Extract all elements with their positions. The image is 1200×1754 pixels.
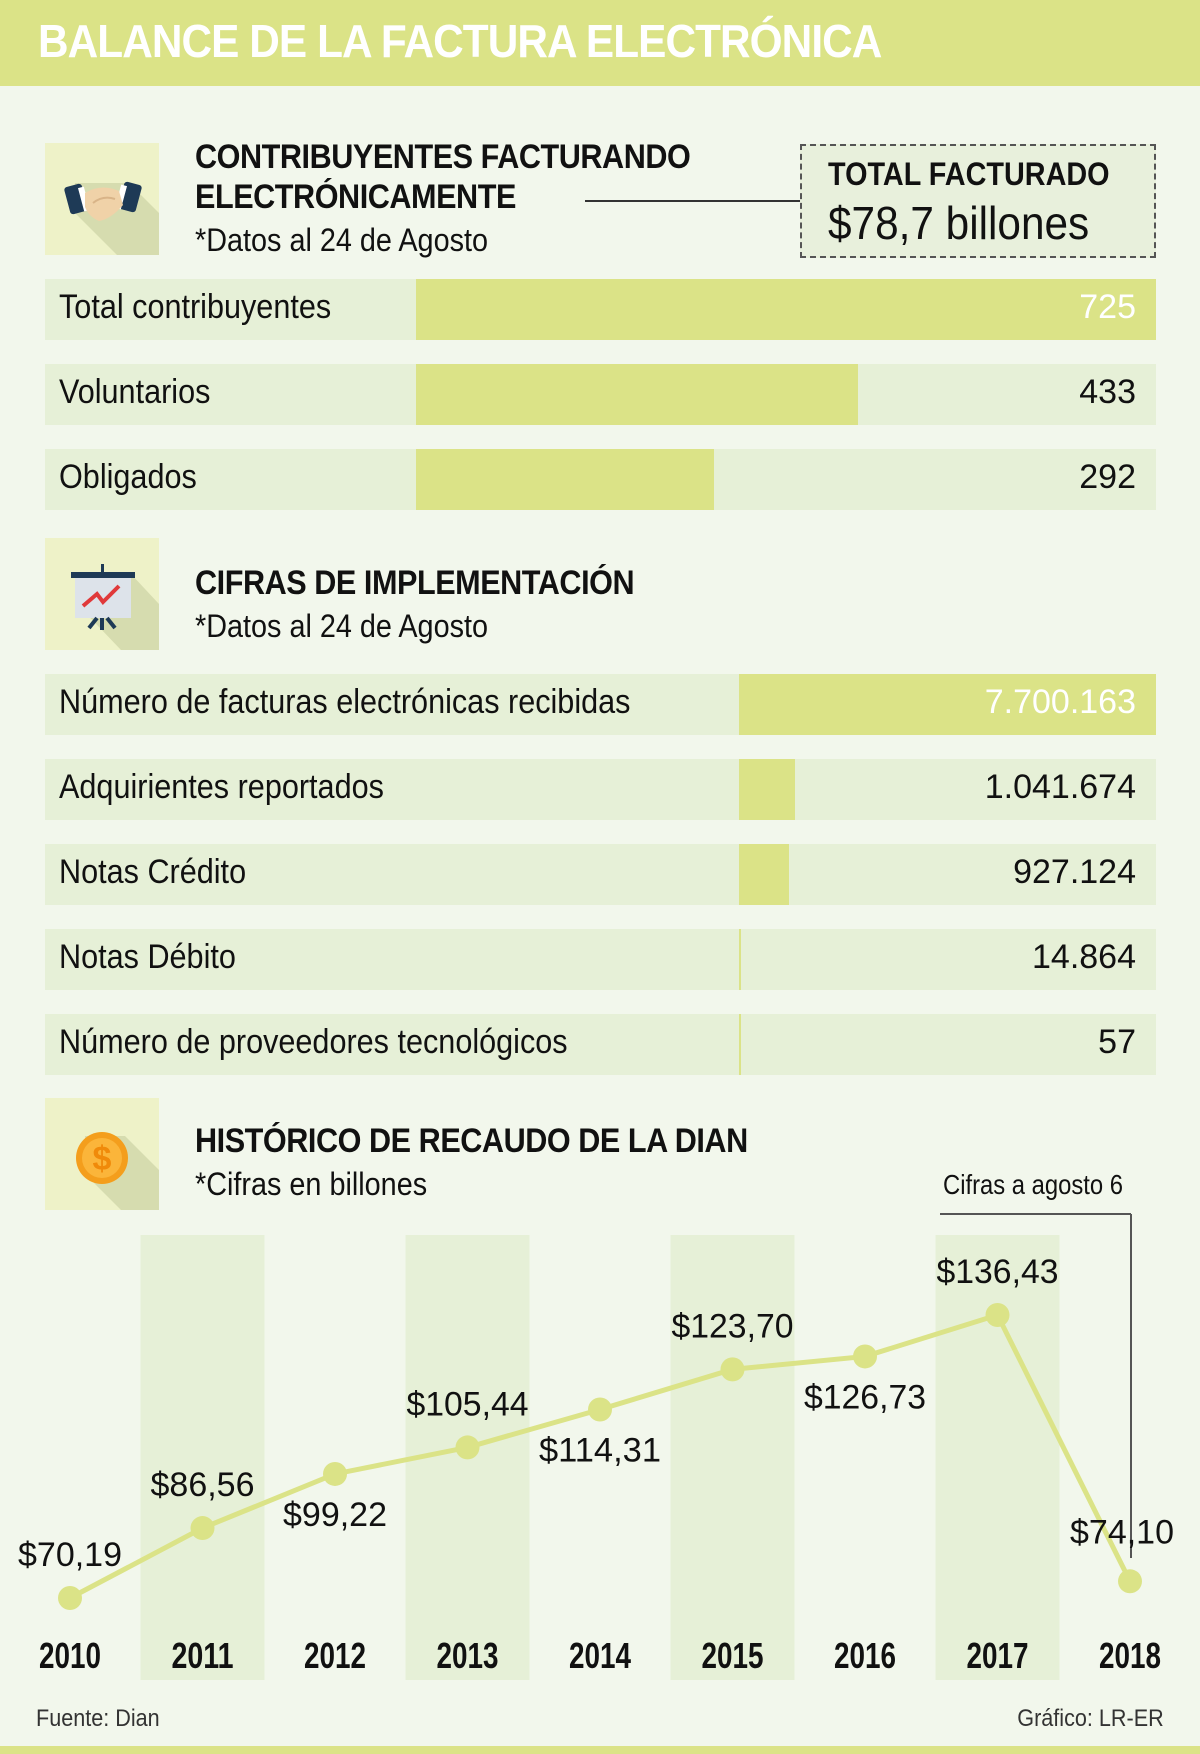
presentation-chart-icon — [45, 538, 159, 650]
implementacion-bar — [739, 1014, 741, 1075]
implementacion-bar — [739, 759, 796, 820]
footer-bar — [0, 1746, 1200, 1754]
implementacion-value: 927.124 — [1013, 853, 1136, 891]
data-label-2014: $114,31 — [539, 1432, 661, 1470]
x-tick-2010: 2010 — [39, 1635, 101, 1676]
implementacion-value: 57 — [1098, 1023, 1136, 1061]
x-tick-2011: 2011 — [172, 1635, 234, 1676]
data-label-2016: $126,73 — [804, 1378, 926, 1416]
implementacion-label: Número de facturas electrónicas recibida… — [59, 683, 631, 721]
dollar-coin-icon: $ — [45, 1098, 159, 1210]
contribuyentes-bar — [416, 364, 858, 425]
data-label-2015: $123,70 — [672, 1307, 794, 1345]
implementacion-bar — [739, 929, 741, 990]
recaudo-line-chart: Cifras a agosto 6 $70,19 2010 $86,56 2011 $99… — [18, 1169, 1174, 1680]
contribuyentes-bar — [416, 449, 715, 510]
implementacion-label: Adquirientes reportados — [59, 768, 384, 806]
annotation-text: Cifras a agosto 6 — [943, 1169, 1123, 1200]
implementacion-row: Notas Crédito 927.124 — [45, 844, 1156, 905]
x-tick-2013: 2013 — [437, 1635, 499, 1676]
x-tick-2018: 2018 — [1099, 1635, 1161, 1676]
contribuyentes-value: 433 — [1079, 373, 1136, 411]
contribuyentes-label: Voluntarios — [59, 373, 211, 411]
contribuyentes-row: Voluntarios 433 — [45, 364, 1156, 425]
total-facturado-value: $78,7 billones — [828, 197, 1090, 249]
implementacion-row: Número de proveedores tecnológicos 57 — [45, 1014, 1156, 1075]
data-label-2017: $136,43 — [937, 1253, 1059, 1291]
implementacion-row: Notas Débito 14.864 — [45, 929, 1156, 990]
implementacion-value: 14.864 — [1032, 938, 1136, 976]
source-text: Fuente: Dian — [36, 1705, 160, 1732]
implementacion-label: Notas Débito — [59, 938, 236, 976]
implementacion-row: Número de facturas electrónicas recibida… — [45, 674, 1156, 735]
contribuyentes-label: Obligados — [59, 458, 197, 496]
data-point-2011 — [190, 1516, 215, 1541]
data-point-2018 — [1118, 1569, 1142, 1594]
credit-text: Gráfico: LR-ER — [1017, 1705, 1164, 1732]
svg-text:$: $ — [93, 1140, 112, 1178]
data-label-2013: $105,44 — [407, 1385, 529, 1423]
data-label-2011: $86,56 — [151, 1466, 255, 1504]
x-tick-2012: 2012 — [304, 1635, 366, 1676]
section3-subtitle: *Cifras en billones — [195, 1166, 428, 1202]
implementacion-label: Notas Crédito — [59, 853, 247, 891]
section2-title: CIFRAS DE IMPLEMENTACIÓN — [195, 564, 635, 602]
contribuyentes-value: 725 — [1079, 288, 1136, 326]
x-tick-2014: 2014 — [569, 1635, 631, 1676]
year-band — [935, 1235, 1060, 1680]
contribuyentes-row: Obligados 292 — [45, 449, 1156, 510]
section2-subtitle: *Datos al 24 de Agosto — [195, 608, 489, 644]
year-band — [140, 1235, 265, 1680]
section1-title-line1: CONTRIBUYENTES FACTURANDO — [195, 138, 691, 176]
data-point-2015 — [720, 1357, 745, 1382]
section1-subtitle: *Datos al 24 de Agosto — [195, 222, 489, 258]
implementacion-bar — [739, 844, 790, 905]
year-band — [670, 1235, 795, 1680]
contribuyentes-bar — [416, 279, 1156, 340]
total-facturado-box: TOTAL FACTURADO $78,7 billones — [800, 144, 1156, 258]
section1-title-line2: ELECTRÓNICAMENTE — [195, 178, 516, 216]
contribuyentes-label: Total contribuyentes — [59, 288, 332, 326]
total-facturado-label: TOTAL FACTURADO — [828, 156, 1110, 192]
implementacion-label: Número de proveedores tecnológicos — [59, 1023, 568, 1061]
implementacion-value: 7.700.163 — [984, 683, 1136, 721]
data-point-2012 — [323, 1461, 347, 1486]
data-point-2013 — [455, 1435, 480, 1460]
contribuyentes-row: Total contribuyentes 725 — [45, 279, 1156, 340]
page-title: BALANCE DE LA FACTURA ELECTRÓNICA — [38, 15, 882, 67]
title-connector-line — [585, 200, 800, 202]
data-point-2014 — [588, 1397, 612, 1422]
data-label-2012: $99,22 — [283, 1496, 387, 1534]
data-point-2017 — [985, 1303, 1010, 1327]
implementacion-row: Adquirientes reportados 1.041.674 — [45, 759, 1156, 820]
x-tick-2017: 2017 — [967, 1635, 1029, 1676]
section3-title: HISTÓRICO DE RECAUDO DE LA DIAN — [195, 1122, 748, 1160]
implementacion-value: 1.041.674 — [984, 768, 1136, 806]
data-point-2016 — [853, 1344, 877, 1369]
header-bar: BALANCE DE LA FACTURA ELECTRÓNICA — [0, 0, 1200, 86]
data-point-2010 — [58, 1586, 82, 1610]
contribuyentes-value: 292 — [1079, 458, 1136, 496]
x-tick-2016: 2016 — [834, 1635, 896, 1676]
x-tick-2015: 2015 — [702, 1635, 764, 1676]
implementacion-bar — [739, 674, 1156, 735]
data-label-2018: $74,10 — [1070, 1513, 1174, 1551]
data-label-2010: $70,19 — [18, 1536, 122, 1574]
handshake-icon — [45, 143, 159, 255]
